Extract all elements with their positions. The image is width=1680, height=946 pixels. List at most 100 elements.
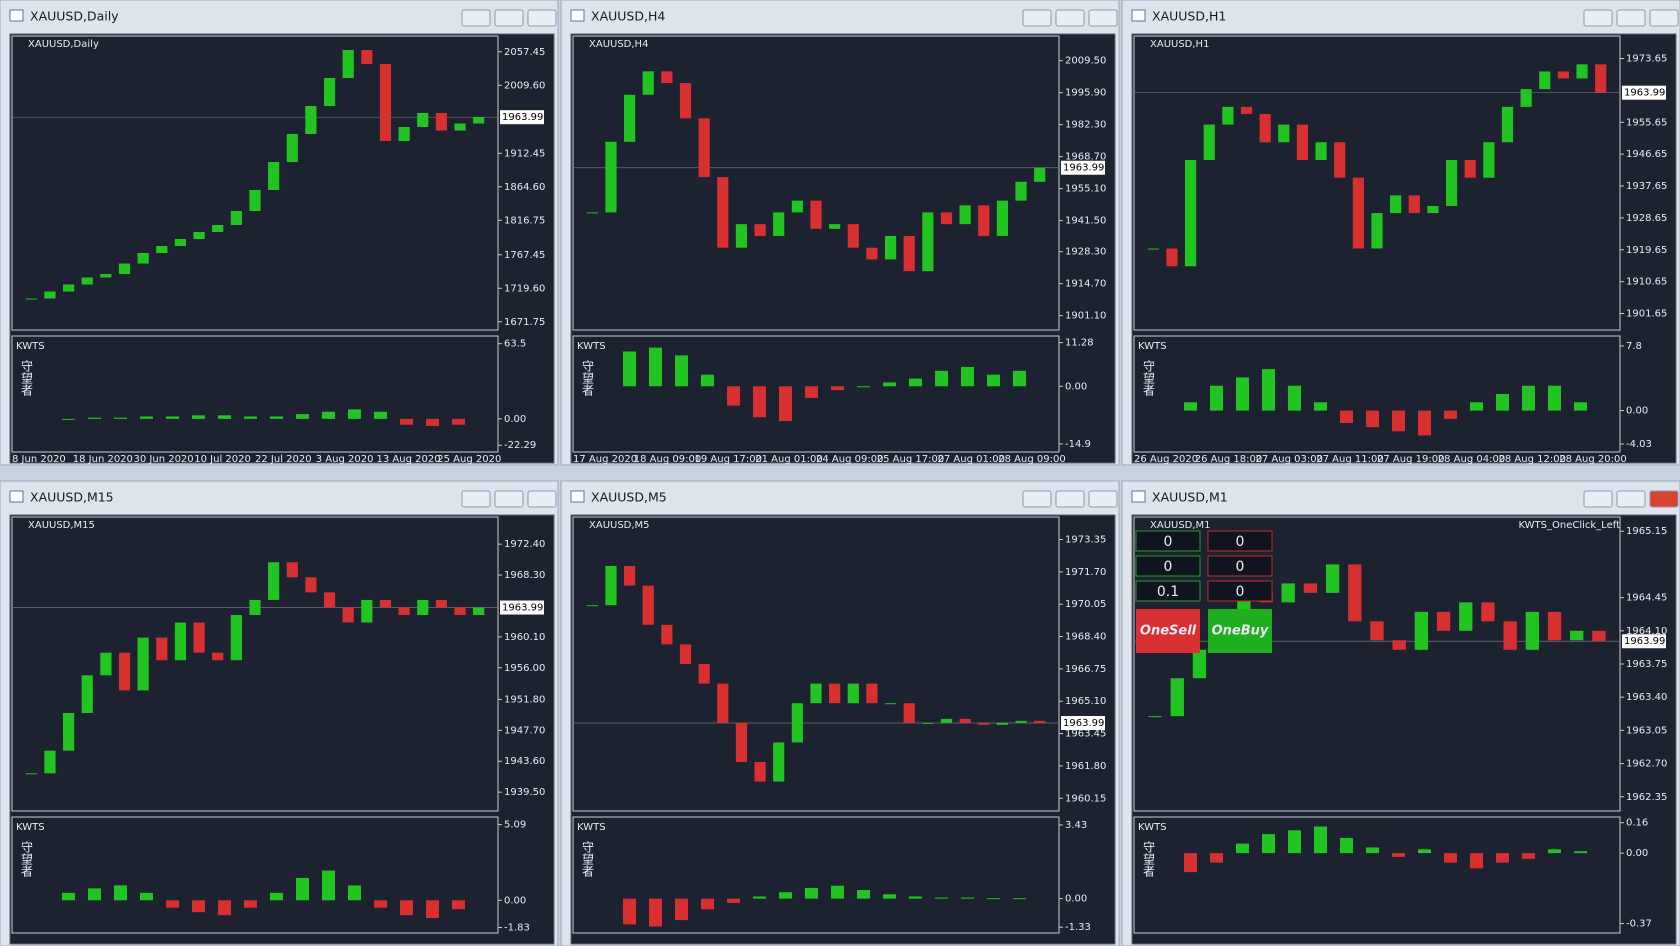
candle <box>1303 583 1318 593</box>
candle <box>959 718 971 723</box>
indicator-tick-label: -22.29 <box>504 440 536 451</box>
minimize-button[interactable] <box>1583 490 1613 508</box>
y-tick-label: 1864.60 <box>504 182 545 193</box>
indicator-tick-label: -1.83 <box>504 922 530 933</box>
indicator-label: KWTS <box>16 822 45 833</box>
histogram-bar <box>675 898 688 921</box>
x-tick-label: 22 Jul 2020 <box>255 454 312 465</box>
price-label: 1963.99 <box>1624 636 1665 647</box>
candle <box>605 566 617 606</box>
y-tick-label: 1816.75 <box>504 215 545 226</box>
histogram-bar <box>114 417 127 419</box>
histogram-bar <box>1340 410 1353 423</box>
panel-field[interactable] <box>1135 530 1201 552</box>
close-button[interactable] <box>1649 9 1679 27</box>
price-tag <box>1622 634 1666 649</box>
indicator-tick-label: -14.9 <box>1065 439 1091 450</box>
candle <box>698 664 710 684</box>
buy-button[interactable] <box>1208 609 1272 653</box>
candle <box>1464 159 1476 178</box>
maximize-button[interactable] <box>494 490 524 508</box>
histogram-bar <box>296 414 309 419</box>
candle <box>230 615 242 661</box>
candle <box>361 50 373 64</box>
histogram-bar <box>727 386 740 406</box>
indicator-tick-label: 11.28 <box>1065 338 1094 349</box>
candle <box>100 652 112 676</box>
candle <box>305 106 317 134</box>
minimize-button[interactable] <box>1583 9 1613 27</box>
candle <box>323 78 336 106</box>
candle <box>1481 602 1495 622</box>
histogram-bar <box>779 892 792 899</box>
candle <box>624 94 636 142</box>
indicator-tick-label: -1.33 <box>1065 922 1091 933</box>
histogram-bar <box>883 894 896 899</box>
candle <box>342 607 354 623</box>
minimize-button[interactable] <box>1022 9 1052 27</box>
candle <box>25 298 37 300</box>
candle <box>1459 602 1473 631</box>
indicator-caption: 守望者 <box>1142 841 1156 878</box>
close-button[interactable] <box>527 9 557 27</box>
maximize-button[interactable] <box>494 9 524 27</box>
panel-name: KWTS_OneClick_Left <box>1518 520 1620 531</box>
candle <box>1483 142 1495 178</box>
x-tick-label: 19 Aug 17:00 <box>695 454 762 465</box>
maximize-button[interactable] <box>1055 490 1085 508</box>
panel-field[interactable] <box>1207 530 1273 552</box>
panel-field[interactable] <box>1207 555 1273 577</box>
candle <box>959 205 971 225</box>
panel-field[interactable] <box>1135 555 1201 577</box>
candle <box>174 622 187 661</box>
candle <box>212 225 224 232</box>
histogram-bar <box>909 378 922 387</box>
histogram-bar <box>1548 385 1561 411</box>
y-tick-label: 1955.10 <box>1065 184 1106 195</box>
chart-label: XAUUSD,M1 <box>1150 520 1211 531</box>
chart-window: XAUUSD,Daily XAUUSD,Daily 2057.45 2009.60 19… <box>0 0 559 466</box>
y-tick-label: 1968.70 <box>1065 152 1106 163</box>
y-tick-label: 1968.30 <box>504 570 545 581</box>
close-button[interactable] <box>1088 9 1118 27</box>
histogram-bar <box>1418 410 1431 436</box>
sell-button-label: OneSell <box>1140 624 1197 639</box>
panel-field[interactable] <box>1207 580 1273 602</box>
price-tag <box>500 600 544 615</box>
close-button[interactable] <box>1649 490 1679 508</box>
panel-field[interactable] <box>1135 580 1201 602</box>
indicator-tick-label: 5.09 <box>504 820 526 831</box>
candle <box>1525 611 1539 650</box>
window-title: XAUUSD,M15 <box>30 490 114 505</box>
maximize-button[interactable] <box>1055 9 1085 27</box>
minimize-button[interactable] <box>461 9 491 27</box>
sell-button[interactable] <box>1136 609 1200 653</box>
candle <box>1325 564 1340 593</box>
close-button[interactable] <box>1088 490 1118 508</box>
minimize-button[interactable] <box>1022 490 1052 508</box>
histogram-bar <box>623 351 636 387</box>
indicator-tick-label: 0.00 <box>1065 894 1087 905</box>
x-tick-label: 27 Aug 03:00 <box>1256 454 1323 465</box>
maximize-button[interactable] <box>1616 490 1646 508</box>
histogram-bar <box>961 366 974 387</box>
candle <box>193 622 205 653</box>
y-tick-label: 1973.65 <box>1626 53 1667 64</box>
candle <box>379 64 392 141</box>
histogram-bar <box>909 896 922 899</box>
histogram-bar <box>166 900 179 908</box>
minimize-button[interactable] <box>461 490 491 508</box>
indicator-caption: 守望者 <box>581 360 595 397</box>
maximize-button[interactable] <box>1616 9 1646 27</box>
indicator-tick-label: 7.8 <box>1626 341 1642 352</box>
histogram-bar <box>1340 837 1353 854</box>
histogram-bar <box>1418 849 1431 854</box>
candle <box>25 773 37 775</box>
y-tick-label: 1960.15 <box>1065 793 1106 804</box>
close-button[interactable] <box>527 490 557 508</box>
indicator-tick-label: -0.37 <box>1626 918 1652 929</box>
candle <box>435 113 447 131</box>
y-tick-label: 1901.10 <box>1065 311 1106 322</box>
candle <box>323 592 336 608</box>
main-plot <box>572 516 1060 812</box>
